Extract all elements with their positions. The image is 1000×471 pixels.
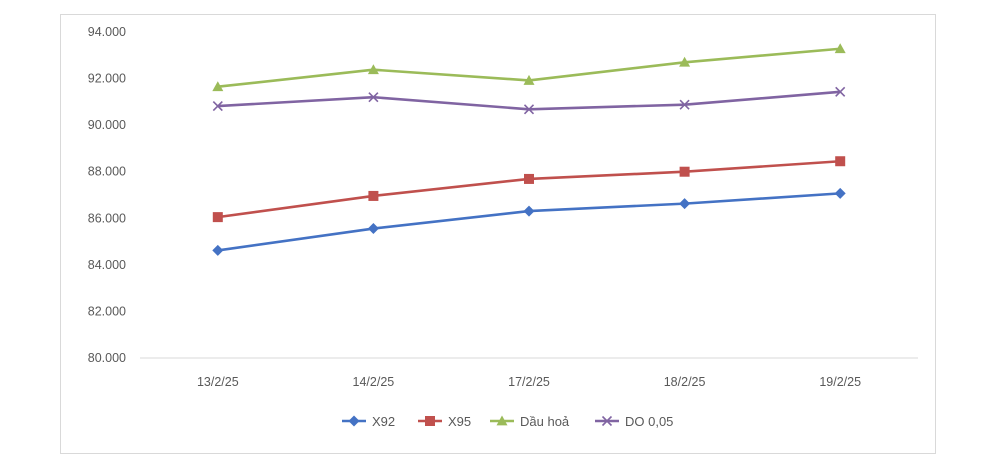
legend-item: X92 — [342, 414, 395, 429]
x-tick-label: 14/2/25 — [353, 375, 395, 389]
y-tick-label: 90.000 — [88, 118, 126, 132]
series-x95 — [212, 156, 846, 223]
star-marker-stroke — [601, 415, 613, 427]
triangle-marker — [496, 415, 508, 426]
series-line — [217, 90, 841, 111]
y-tick-label: 86.000 — [88, 211, 126, 225]
series-d-u-ho- — [212, 43, 846, 92]
star-marker-stroke — [679, 99, 690, 110]
star-marker-stroke — [835, 86, 846, 97]
square-marker — [835, 156, 846, 167]
diamond-marker — [679, 198, 691, 210]
series-x92 — [212, 187, 846, 256]
series-group — [212, 43, 846, 256]
chart-frame — [60, 14, 936, 454]
series-line — [217, 192, 841, 252]
diamond-marker — [348, 415, 360, 427]
legend-item: X95 — [418, 414, 471, 429]
triangle-marker — [679, 56, 691, 67]
square-marker — [679, 166, 690, 177]
y-axis-ticks: 80.000 82.000 84.000 86.000 88.000 90.000 92.0… — [88, 25, 126, 365]
x-tick-label: 17/2/25 — [508, 375, 550, 389]
x-tick-label: 18/2/25 — [664, 375, 706, 389]
square-marker — [524, 173, 534, 184]
star-marker-stroke — [523, 104, 535, 115]
legend-label: DO 0,05 — [625, 414, 673, 429]
triangle-marker — [834, 43, 846, 54]
legend-item: DO 0,05 — [595, 414, 673, 429]
y-tick-label: 92.000 — [88, 72, 126, 86]
star-marker-stroke — [368, 92, 379, 103]
y-tick-label: 88.000 — [88, 165, 126, 179]
square-marker — [212, 212, 223, 223]
diamond-marker — [367, 223, 379, 235]
x-tick-label: 19/2/25 — [819, 375, 861, 389]
y-tick-label: 80.000 — [88, 351, 126, 365]
triangle-marker — [367, 64, 379, 75]
y-tick-label: 82.000 — [88, 304, 126, 318]
diamond-marker — [212, 244, 224, 256]
legend-label: X92 — [372, 414, 395, 429]
diamond-marker — [834, 187, 846, 199]
triangle-marker — [212, 81, 224, 92]
square-marker — [425, 416, 435, 426]
x-tick-label: 13/2/25 — [197, 375, 239, 389]
y-tick-label: 94.000 — [88, 25, 126, 39]
legend-item: Dầu hoả — [490, 414, 570, 429]
diamond-marker — [523, 205, 535, 217]
series-do-0-05 — [212, 86, 846, 115]
legend-label: X95 — [448, 414, 471, 429]
legend: X92 X95 Dầu hoả DO 0,05 — [342, 414, 673, 429]
y-tick-label: 84.000 — [88, 258, 126, 272]
triangle-marker — [523, 74, 535, 85]
x-axis-ticks: 13/2/25 14/2/25 17/2/25 18/2/25 19/2/25 — [197, 375, 861, 389]
star-marker-stroke — [212, 100, 223, 112]
legend-label: Dầu hoả — [520, 414, 570, 429]
square-marker — [368, 190, 379, 201]
